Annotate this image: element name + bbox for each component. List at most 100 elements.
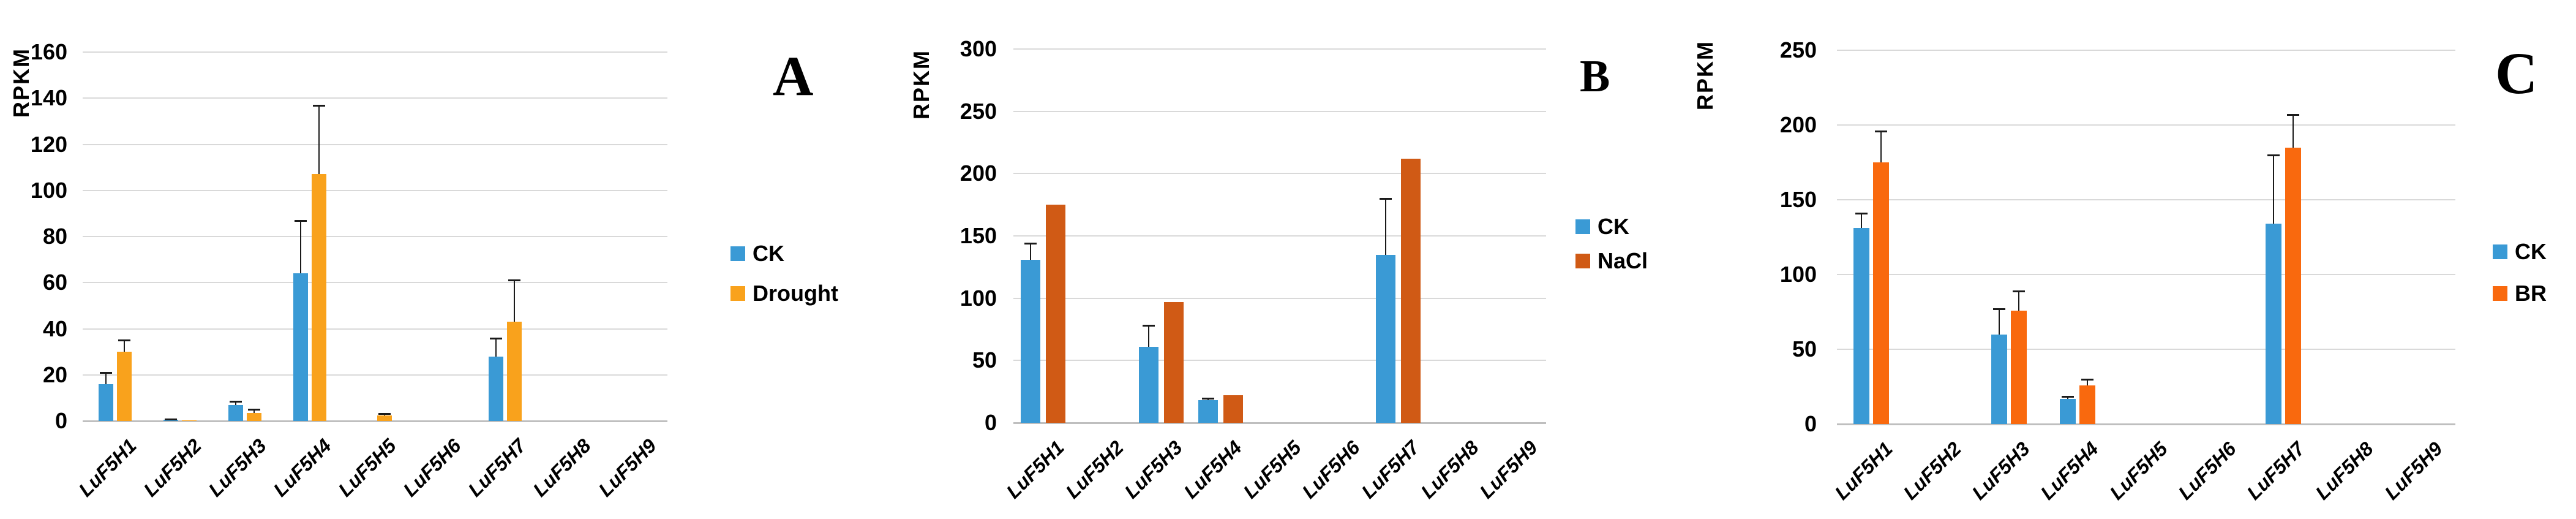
- y-gridline: [1013, 297, 1546, 299]
- error-bar: [235, 401, 237, 405]
- y-gridline: [83, 282, 667, 284]
- y-gridline: [1013, 48, 1546, 50]
- error-bar: [513, 280, 515, 322]
- error-bar: [1880, 131, 1882, 162]
- y-gridline: [83, 97, 667, 99]
- error-bar: [1029, 243, 1031, 260]
- y-tick-label: 100: [1779, 262, 1817, 287]
- y-tick-label: 250: [1779, 37, 1817, 63]
- bar-ck: [2266, 224, 2282, 424]
- y-gridline: [1837, 199, 2455, 200]
- y-tick-label: 20: [42, 362, 67, 387]
- error-bar-cap: [1875, 130, 1888, 132]
- y-axis-title: RPKM: [1692, 40, 1718, 110]
- error-bar-cap: [248, 409, 261, 411]
- y-tick-label: 60: [42, 270, 67, 295]
- legend-swatch: [730, 286, 745, 301]
- y-tick-label: 100: [959, 285, 997, 311]
- y-tick-label: 150: [959, 223, 997, 248]
- error-bar-cap: [2267, 154, 2280, 156]
- bar-ck: [2059, 398, 2076, 424]
- y-gridline: [83, 236, 667, 237]
- y-gridline: [1837, 124, 2455, 126]
- bar-drought: [182, 420, 197, 421]
- y-tick-label: 100: [30, 177, 67, 203]
- y-gridline: [83, 143, 667, 145]
- error-bar: [300, 220, 302, 274]
- y-gridline: [1013, 173, 1546, 175]
- error-bar-cap: [118, 339, 131, 342]
- legend-swatch: [730, 246, 745, 261]
- y-tick-label: 120: [30, 131, 67, 157]
- error-bar-cap: [230, 401, 242, 403]
- error-bar-cap: [313, 104, 326, 107]
- bar-nacl: [1164, 301, 1184, 423]
- error-bar-cap: [378, 412, 391, 415]
- error-bar-cap: [1201, 398, 1214, 400]
- y-tick-label: 140: [30, 85, 67, 111]
- bar-br: [2010, 310, 2027, 424]
- error-bar: [105, 372, 107, 384]
- legend-item: CK: [730, 243, 784, 265]
- y-tick-label: 0: [984, 410, 997, 435]
- legend-label: Drought: [753, 281, 838, 306]
- x-category-label: LuF5H9: [2379, 438, 2447, 504]
- error-bar: [124, 340, 126, 352]
- y-tick-label: 40: [42, 316, 67, 341]
- error-bar-cap: [1379, 198, 1392, 200]
- error-bar-cap: [1143, 325, 1155, 327]
- x-category-label: LuF5H4: [2036, 438, 2103, 504]
- error-bar-cap: [2012, 290, 2025, 292]
- bar-br: [2285, 147, 2302, 424]
- legend-item: CK: [1575, 216, 1629, 238]
- legend-label: BR: [2515, 281, 2547, 306]
- error-bar: [495, 338, 497, 357]
- y-tick-label: 160: [30, 39, 67, 64]
- y-tick-label: 0: [1804, 411, 1817, 436]
- error-bar-cap: [2061, 395, 2074, 398]
- y-gridline: [1013, 110, 1546, 112]
- error-bar-cap: [508, 279, 520, 282]
- bar-ck: [99, 384, 114, 421]
- bar-ck: [1375, 254, 1395, 423]
- error-bar: [2273, 154, 2275, 224]
- x-category-label: LuF5H3: [1967, 438, 2035, 504]
- bar-nacl: [1045, 205, 1065, 423]
- panel-letter-b: B: [1580, 51, 1610, 102]
- legend-label: CK: [2515, 239, 2547, 264]
- legend-swatch: [2493, 286, 2507, 301]
- error-bar: [1861, 213, 1863, 229]
- bar-drought: [117, 352, 132, 421]
- bar-ck: [293, 273, 309, 421]
- bar-br: [1873, 162, 1890, 424]
- y-gridline: [83, 328, 667, 330]
- y-gridline: [1013, 235, 1546, 237]
- y-gridline: [1837, 274, 2455, 275]
- bar-ck: [1853, 228, 1870, 424]
- error-bar: [253, 409, 255, 413]
- x-category-label: LuF5H2: [1899, 438, 1966, 504]
- y-gridline: [83, 51, 667, 53]
- x-category-label: LuF5H6: [2174, 438, 2240, 504]
- error-bar: [2292, 114, 2294, 148]
- legend-label: CK: [753, 241, 784, 266]
- error-bar-cap: [1992, 308, 2005, 311]
- legend-swatch: [2493, 244, 2507, 259]
- bar-drought: [506, 322, 522, 421]
- error-bar: [1148, 325, 1150, 347]
- y-tick-label: 250: [959, 98, 997, 124]
- y-tick-label: 50: [972, 347, 997, 373]
- error-bar-cap: [100, 371, 113, 374]
- bar-ck: [163, 420, 179, 421]
- x-category-label: LuF5H5: [2105, 438, 2172, 504]
- legend-label: NaCl: [1598, 248, 1648, 273]
- bar-nacl: [1400, 158, 1421, 423]
- y-tick-label: 80: [42, 224, 67, 249]
- y-tick-label: 300: [959, 36, 997, 61]
- legend-item: BR: [2493, 282, 2547, 305]
- y-tick-label: 0: [54, 408, 67, 433]
- y-gridline: [1013, 360, 1546, 362]
- x-category-label: LuF5H7: [2242, 438, 2309, 504]
- bar-ck: [1020, 259, 1040, 423]
